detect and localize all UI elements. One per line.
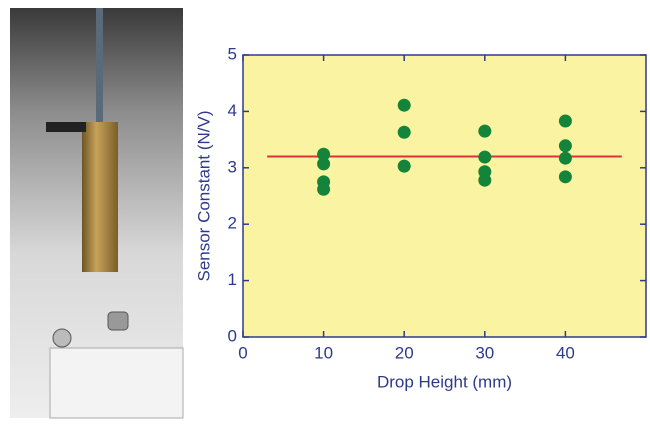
- data-point: [398, 160, 411, 173]
- y-tick-label: 5: [228, 44, 237, 63]
- data-point: [559, 152, 572, 165]
- x-tick-label: 40: [556, 343, 575, 362]
- y-tick-label: 1: [228, 270, 237, 289]
- data-point: [478, 125, 491, 138]
- x-tick-label: 30: [475, 343, 494, 362]
- y-tick-label: 4: [228, 101, 237, 120]
- page: Drop Height (mm) Sensor Constant (N/V) 0…: [0, 0, 650, 425]
- x-tick-label: 10: [314, 343, 333, 362]
- x-tick-label: 20: [395, 343, 414, 362]
- data-point: [398, 126, 411, 139]
- y-tick-label: 2: [228, 214, 237, 233]
- y-tick-label: 0: [228, 326, 237, 345]
- data-point: [478, 151, 491, 164]
- y-axis-label: Sensor Constant (N/V): [194, 110, 213, 281]
- photo: [10, 8, 183, 418]
- plot-area: [243, 55, 646, 337]
- data-point: [317, 157, 330, 170]
- data-point: [398, 99, 411, 112]
- y-tick-label: 3: [228, 157, 237, 176]
- x-axis-label: Drop Height (mm): [377, 372, 512, 391]
- data-point: [559, 139, 572, 152]
- data-point: [559, 114, 572, 127]
- x-tick-label: 0: [238, 343, 247, 362]
- data-point: [478, 174, 491, 187]
- data-point: [559, 170, 572, 183]
- data-point: [317, 183, 330, 196]
